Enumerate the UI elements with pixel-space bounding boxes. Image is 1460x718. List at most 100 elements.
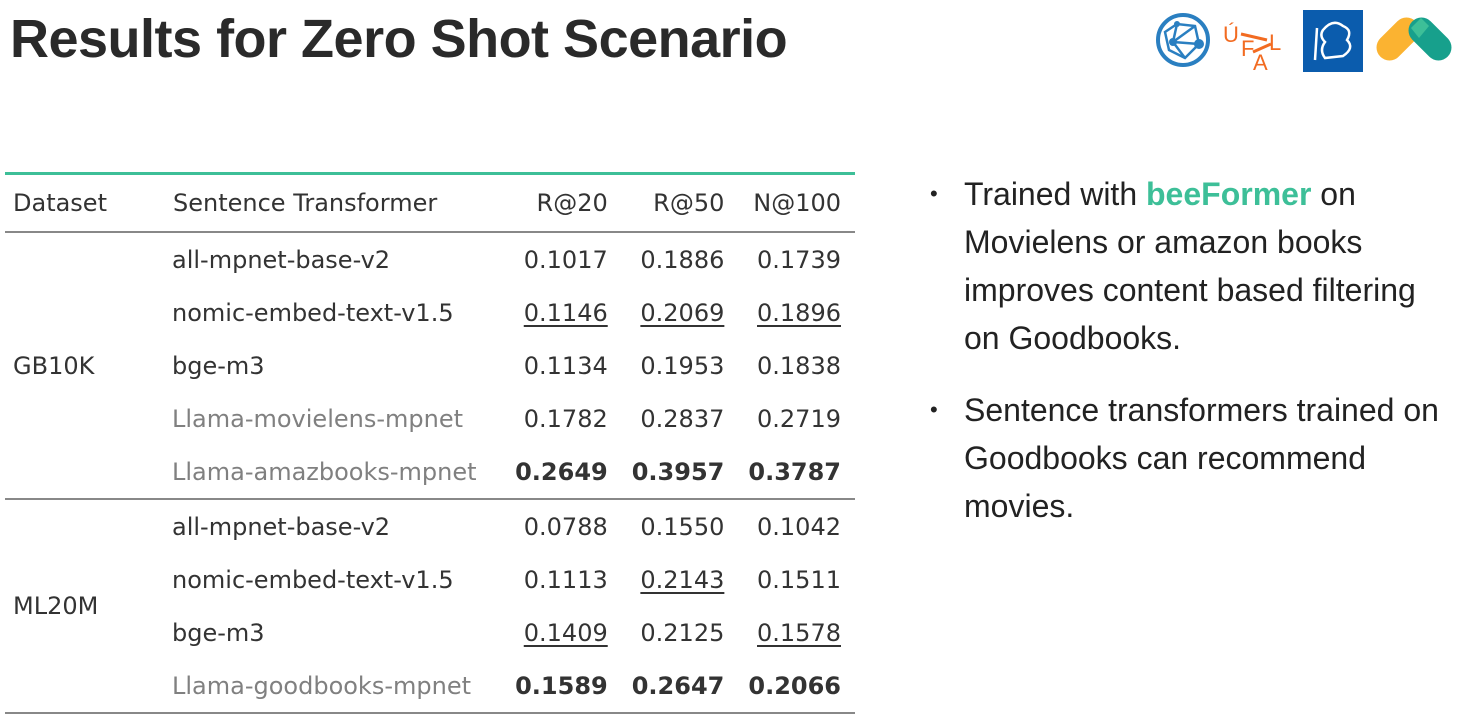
table-row: bge-m3 0.1134 0.1953 0.1838 bbox=[5, 339, 855, 392]
metric-value: 0.1409 bbox=[523, 618, 608, 647]
metric-value: 0.1896 bbox=[757, 298, 841, 327]
bullet-dot-icon: • bbox=[930, 397, 938, 422]
metric-value: 0.1134 bbox=[523, 351, 608, 380]
metric-value: 0.2649 bbox=[515, 457, 608, 486]
metric-value: 0.2066 bbox=[748, 671, 841, 700]
metric-cell: 0.1838 bbox=[738, 339, 855, 392]
bullet-text: Sentence transformers trained on Goodboo… bbox=[964, 392, 1439, 524]
bullet-list: • Trained with beeFormer on Movielens or… bbox=[930, 170, 1450, 554]
metric-value: 0.1113 bbox=[523, 565, 608, 594]
model-cell: Llama-movielens-mpnet bbox=[172, 404, 463, 433]
metric-value: 0.1953 bbox=[640, 351, 725, 380]
model-cell: nomic-embed-text-v1.5 bbox=[172, 565, 454, 594]
metric-cell: 0.1550 bbox=[622, 499, 739, 553]
metric-value: 0.2143 bbox=[640, 565, 725, 594]
metric-value: 0.3957 bbox=[631, 457, 725, 486]
table-row: nomic-embed-text-v1.5 0.1146 0.2069 0.1896 bbox=[5, 286, 855, 339]
metric-value: 0.2719 bbox=[757, 404, 841, 433]
metric-value: 0.1042 bbox=[757, 512, 841, 541]
metric-cell: 0.1886 bbox=[622, 232, 739, 286]
bullet-item: • Trained with beeFormer on Movielens or… bbox=[930, 170, 1450, 362]
recombee-logo-icon bbox=[1376, 17, 1452, 61]
metric-cell: 0.1739 bbox=[738, 232, 855, 286]
metric-value: 0.1017 bbox=[523, 245, 608, 274]
model-cell: bge-m3 bbox=[172, 351, 265, 380]
metric-value: 0.1511 bbox=[757, 565, 841, 594]
svg-text:F: F bbox=[1241, 36, 1254, 61]
table-header-row: Dataset Sentence Transformer R@20 R@50 N… bbox=[5, 173, 855, 232]
metric-cell: 0.1589 bbox=[505, 659, 622, 713]
metric-value: 0.1782 bbox=[523, 404, 608, 433]
header-r50: R@50 bbox=[653, 189, 725, 217]
svg-text:Ú: Ú bbox=[1223, 22, 1239, 47]
metric-cell: 0.0788 bbox=[505, 499, 622, 553]
metric-cell: 0.2649 bbox=[505, 445, 622, 499]
metric-cell: 0.1409 bbox=[505, 606, 622, 659]
metric-value: 0.1838 bbox=[757, 351, 841, 380]
bullet-dot-icon: • bbox=[930, 181, 938, 206]
model-cell: nomic-embed-text-v1.5 bbox=[172, 298, 454, 327]
metric-value: 0.1739 bbox=[757, 245, 841, 274]
metric-cell: 0.1578 bbox=[738, 606, 855, 659]
beeformer-highlight: beeFormer bbox=[1146, 176, 1312, 212]
table-row: Llama-goodbooks-mpnet 0.1589 0.2647 0.2066 bbox=[5, 659, 855, 713]
metric-value: 0.3787 bbox=[748, 457, 841, 486]
metric-cell: 0.1134 bbox=[505, 339, 622, 392]
header-sentence-transformer: Sentence Transformer bbox=[173, 189, 438, 217]
table-row: Llama-amazbooks-mpnet 0.2649 0.3957 0.3787 bbox=[5, 445, 855, 499]
metric-value: 0.1589 bbox=[515, 671, 608, 700]
dataset-cell: ML20M bbox=[13, 592, 99, 620]
metric-cell: 0.1511 bbox=[738, 553, 855, 606]
table-row: bge-m3 0.1409 0.2125 0.1578 bbox=[5, 606, 855, 659]
metric-cell: 0.1017 bbox=[505, 232, 622, 286]
model-cell: all-mpnet-base-v2 bbox=[172, 512, 391, 541]
metric-cell: 0.1953 bbox=[622, 339, 739, 392]
bullet-text: on Movielens or amazon books improves co… bbox=[964, 176, 1416, 356]
metric-value: 0.2837 bbox=[640, 404, 725, 433]
metric-cell: 0.2837 bbox=[622, 392, 739, 445]
metric-value: 0.2069 bbox=[640, 298, 725, 327]
model-cell: Llama-goodbooks-mpnet bbox=[172, 671, 471, 700]
metric-cell: 0.1113 bbox=[505, 553, 622, 606]
metric-cell: 0.1146 bbox=[505, 286, 622, 339]
header-dataset: Dataset bbox=[13, 189, 107, 217]
table-row: Llama-movielens-mpnet 0.1782 0.2837 0.2719 bbox=[5, 392, 855, 445]
metric-cell: 0.1042 bbox=[738, 499, 855, 553]
metric-cell: 0.2719 bbox=[738, 392, 855, 445]
metric-value: 0.1578 bbox=[757, 618, 841, 647]
metric-cell: 0.1896 bbox=[738, 286, 855, 339]
model-cell: bge-m3 bbox=[172, 618, 265, 647]
metric-value: 0.0788 bbox=[523, 512, 608, 541]
model-cell: all-mpnet-base-v2 bbox=[172, 245, 391, 274]
metric-cell: 0.2066 bbox=[738, 659, 855, 713]
model-cell: Llama-amazbooks-mpnet bbox=[172, 457, 477, 486]
metric-value: 0.2647 bbox=[631, 671, 725, 700]
header-r20: R@20 bbox=[536, 189, 608, 217]
metric-value: 0.1886 bbox=[640, 245, 725, 274]
metric-cell: 0.2143 bbox=[622, 553, 739, 606]
metric-cell: 0.2069 bbox=[622, 286, 739, 339]
results-table: Dataset Sentence Transformer R@20 R@50 N… bbox=[5, 172, 855, 714]
table-row: nomic-embed-text-v1.5 0.1113 0.2143 0.1511 bbox=[5, 553, 855, 606]
svg-text:L: L bbox=[1269, 30, 1281, 55]
metric-cell: 0.2647 bbox=[622, 659, 739, 713]
metric-value: 0.2125 bbox=[640, 618, 725, 647]
table-row: ML20M all-mpnet-base-v2 0.0788 0.1550 0.1042 bbox=[5, 499, 855, 620]
table-row: GB10K all-mpnet-base-v2 0.1017 0.1886 0.1739 bbox=[5, 232, 855, 380]
metric-value: 0.1146 bbox=[523, 298, 608, 327]
metric-value: 0.1550 bbox=[640, 512, 725, 541]
globe-network-logo-icon bbox=[1156, 13, 1210, 67]
ctu-lion-logo-icon bbox=[1303, 10, 1363, 72]
header-n100: N@100 bbox=[753, 189, 841, 217]
metric-cell: 0.1782 bbox=[505, 392, 622, 445]
metric-cell: 0.3957 bbox=[622, 445, 739, 499]
bullet-text: Trained with bbox=[964, 176, 1146, 212]
metric-cell: 0.3787 bbox=[738, 445, 855, 499]
dataset-cell: GB10K bbox=[13, 351, 95, 380]
slide-title: Results for Zero Shot Scenario bbox=[10, 9, 788, 69]
bullet-item: • Sentence transformers trained on Goodb… bbox=[930, 386, 1450, 530]
svg-text:A: A bbox=[1253, 50, 1268, 72]
metric-cell: 0.2125 bbox=[622, 606, 739, 659]
